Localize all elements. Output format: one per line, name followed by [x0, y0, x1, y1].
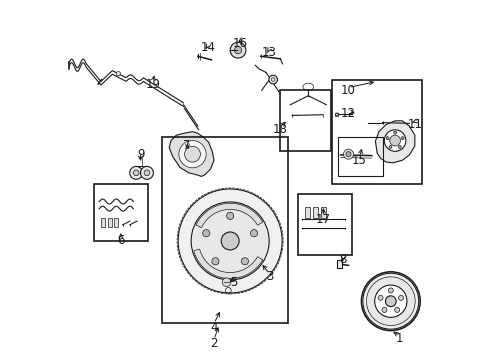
- Text: 8: 8: [339, 253, 346, 266]
- Circle shape: [211, 258, 219, 265]
- Text: 6: 6: [117, 234, 124, 247]
- Bar: [298, 194, 351, 255]
- Circle shape: [144, 170, 149, 176]
- Text: 18: 18: [272, 123, 287, 136]
- Text: 3: 3: [265, 270, 273, 283]
- Circle shape: [381, 307, 386, 312]
- Bar: [335, 113, 338, 116]
- Circle shape: [387, 288, 392, 293]
- Circle shape: [250, 230, 257, 237]
- Bar: [320, 207, 325, 218]
- Circle shape: [343, 149, 353, 159]
- Circle shape: [129, 166, 142, 179]
- Text: 5: 5: [229, 276, 237, 289]
- Text: 4: 4: [210, 320, 217, 333]
- Polygon shape: [169, 132, 214, 176]
- Circle shape: [230, 42, 245, 58]
- Circle shape: [222, 278, 230, 287]
- Text: 19: 19: [145, 78, 160, 91]
- Circle shape: [393, 131, 396, 134]
- Circle shape: [133, 170, 139, 176]
- Circle shape: [361, 272, 419, 330]
- Text: 2: 2: [210, 337, 217, 350]
- Circle shape: [394, 307, 399, 312]
- Text: 9: 9: [137, 148, 144, 161]
- Circle shape: [389, 135, 400, 146]
- Circle shape: [177, 188, 283, 294]
- Text: 12: 12: [340, 107, 355, 120]
- Text: 11: 11: [407, 118, 422, 131]
- Polygon shape: [193, 249, 262, 279]
- Bar: [312, 207, 317, 218]
- Circle shape: [398, 295, 403, 300]
- Circle shape: [203, 230, 209, 237]
- Circle shape: [385, 296, 395, 307]
- Bar: [101, 218, 105, 226]
- Circle shape: [241, 258, 248, 265]
- Circle shape: [221, 232, 239, 250]
- Text: 15: 15: [351, 154, 366, 167]
- Circle shape: [140, 166, 153, 179]
- Bar: [94, 184, 147, 241]
- Circle shape: [178, 189, 282, 293]
- Bar: [336, 260, 341, 268]
- Text: 16: 16: [232, 37, 247, 50]
- Circle shape: [388, 145, 391, 148]
- Circle shape: [268, 75, 277, 84]
- Text: 1: 1: [395, 332, 402, 345]
- Bar: [304, 207, 309, 218]
- Circle shape: [116, 72, 120, 76]
- Circle shape: [377, 295, 382, 300]
- Bar: [280, 90, 330, 151]
- Text: 7: 7: [183, 139, 190, 152]
- Circle shape: [234, 46, 241, 54]
- Bar: [114, 218, 118, 226]
- Circle shape: [191, 202, 268, 280]
- Circle shape: [226, 212, 233, 220]
- Text: 17: 17: [315, 213, 330, 226]
- Circle shape: [184, 146, 200, 162]
- Bar: [332, 80, 421, 184]
- Circle shape: [366, 277, 414, 325]
- Text: 14: 14: [201, 41, 216, 54]
- Text: 13: 13: [261, 46, 276, 59]
- Bar: [162, 137, 287, 323]
- Bar: [337, 137, 382, 176]
- Circle shape: [346, 152, 350, 157]
- Bar: [107, 218, 112, 226]
- Text: 10: 10: [340, 84, 355, 97]
- Polygon shape: [196, 203, 262, 228]
- Circle shape: [398, 145, 400, 148]
- Polygon shape: [375, 121, 414, 163]
- Circle shape: [400, 137, 403, 140]
- Circle shape: [179, 140, 206, 168]
- Circle shape: [386, 137, 388, 140]
- Circle shape: [384, 130, 405, 151]
- Circle shape: [374, 285, 406, 318]
